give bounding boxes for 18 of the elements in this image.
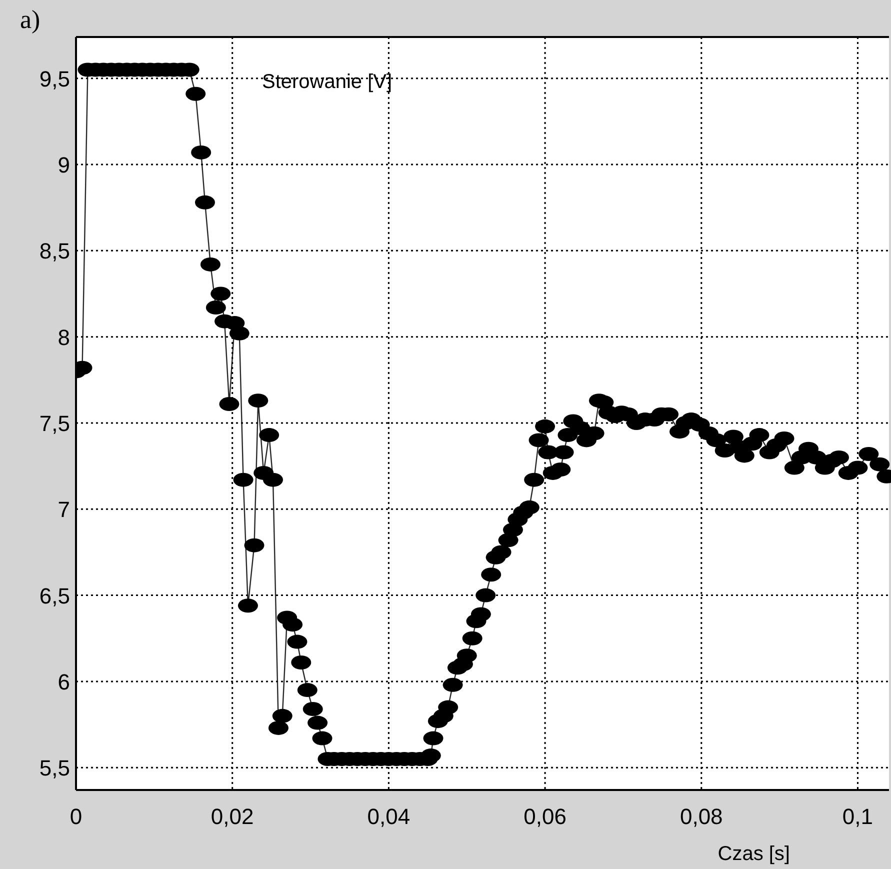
x-tick-label: 0,06: [524, 804, 566, 829]
y-axis-title: Sterowanie [V]: [262, 71, 392, 93]
y-tick-label: 7,5: [39, 410, 70, 436]
y-tick-label: 9,5: [39, 66, 70, 92]
y-tick-label: 8: [58, 324, 70, 350]
y-tick-label: 7: [58, 497, 70, 522]
x-tick-label: 0,1: [842, 804, 874, 829]
y-tick-label: 9: [58, 152, 70, 178]
x-tick-label: 0,04: [367, 804, 410, 829]
y-tick-label: 8,5: [39, 238, 70, 264]
y-tick-label: 5,5: [39, 756, 70, 781]
x-tick-label: 0,08: [680, 804, 723, 829]
text: a): [20, 5, 40, 34]
y-tick-label: 6: [58, 669, 70, 694]
x-tick-label: 0,02: [210, 804, 254, 829]
x-axis-title: Czas [s]: [718, 843, 790, 865]
x-tick-label: 0: [70, 804, 82, 829]
y-tick-label: 6,5: [39, 583, 70, 608]
